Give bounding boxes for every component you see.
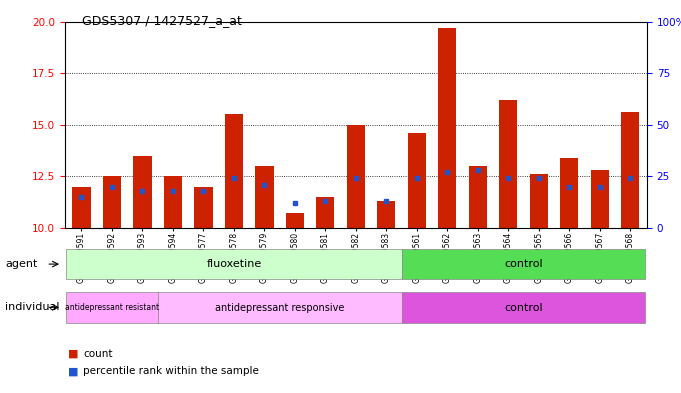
- Bar: [621, 112, 639, 228]
- Bar: [286, 213, 304, 228]
- Bar: [66, 292, 158, 323]
- Bar: [560, 158, 578, 228]
- Bar: [158, 292, 402, 323]
- Text: individual: individual: [5, 302, 60, 312]
- Bar: [408, 133, 426, 228]
- Bar: [194, 187, 212, 228]
- Bar: [438, 28, 456, 228]
- Text: antidepressant resistant: antidepressant resistant: [65, 303, 159, 312]
- Bar: [103, 176, 121, 228]
- Text: ■: ■: [68, 366, 78, 376]
- Bar: [530, 174, 548, 228]
- Text: control: control: [504, 303, 543, 312]
- Bar: [377, 201, 396, 228]
- Bar: [469, 166, 487, 228]
- Bar: [402, 292, 646, 323]
- Bar: [347, 125, 365, 228]
- Text: percentile rank within the sample: percentile rank within the sample: [83, 366, 259, 376]
- Text: control: control: [504, 259, 543, 269]
- Bar: [133, 156, 152, 228]
- Text: count: count: [83, 349, 112, 359]
- Bar: [499, 100, 518, 228]
- Text: ■: ■: [68, 349, 78, 359]
- Text: fluoxetine: fluoxetine: [206, 259, 262, 269]
- Text: GDS5307 / 1427527_a_at: GDS5307 / 1427527_a_at: [82, 14, 242, 27]
- Bar: [72, 187, 91, 228]
- Bar: [255, 166, 274, 228]
- Bar: [225, 114, 243, 228]
- Bar: [66, 249, 402, 279]
- Bar: [402, 249, 646, 279]
- Bar: [590, 170, 609, 228]
- Bar: [163, 176, 182, 228]
- Bar: [316, 197, 334, 228]
- Text: antidepressant responsive: antidepressant responsive: [215, 303, 345, 312]
- Text: agent: agent: [5, 259, 38, 269]
